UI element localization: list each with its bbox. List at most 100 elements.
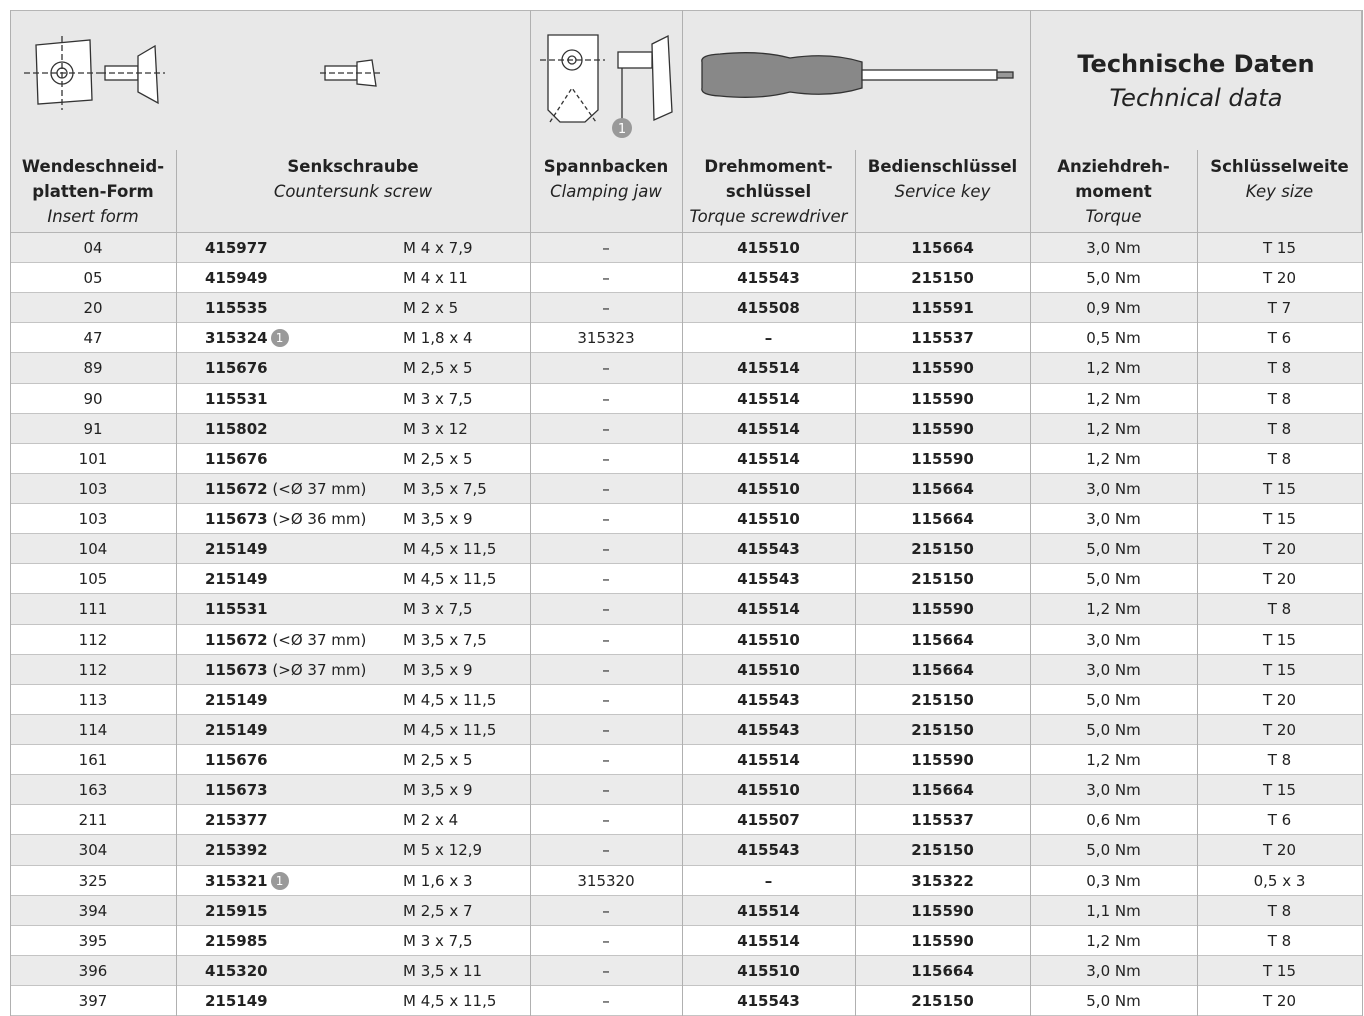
- header-icons: 1: [24, 34, 1014, 138]
- screw-number: 215149: [205, 690, 268, 709]
- row-background: [10, 263, 1362, 294]
- column-subtitle: Torque screwdriver: [689, 207, 848, 226]
- screw-cell: 215377: [205, 805, 268, 835]
- jaw-cell: –: [602, 479, 610, 498]
- jaw-cell: –: [602, 811, 610, 830]
- column-title: Wendeschneid-: [21, 157, 165, 176]
- size-cell: M 2 x 4: [403, 811, 459, 830]
- screw-number: 215377: [205, 811, 268, 830]
- form-cell: 161: [78, 751, 108, 770]
- column-divider: [176, 150, 177, 1016]
- driver-cell: 415510: [737, 660, 800, 679]
- key-cell: 215150: [911, 992, 974, 1010]
- footnote-marker: [612, 118, 632, 138]
- screw-number: 115802: [205, 419, 268, 438]
- size-cell: M 4,5 x 11,5: [403, 992, 497, 1010]
- size-cell: M 5 x 12,9: [403, 841, 483, 860]
- keysize-cell: T 8: [1267, 600, 1292, 619]
- screw-cell: 315321 1: [205, 866, 289, 896]
- row-background: [10, 805, 1362, 836]
- jaw-cell: –: [602, 419, 610, 438]
- jaw-cell: –: [602, 781, 610, 800]
- key-cell: 215150: [911, 269, 974, 288]
- size-cell: M 3,5 x 11: [403, 961, 483, 980]
- key-cell: 115590: [911, 359, 974, 378]
- torque-cell: 5,0 Nm: [1086, 690, 1141, 709]
- screw-number: 215149: [205, 540, 268, 559]
- form-cell: 397: [78, 992, 108, 1010]
- keysize-cell: T 8: [1267, 931, 1292, 950]
- torque-cell: 3,0 Nm: [1086, 239, 1141, 257]
- screw-number: 215149: [205, 570, 268, 589]
- jaw-cell: –: [602, 751, 610, 770]
- screw-number: 115673: [205, 510, 268, 529]
- keysize-cell: T 20: [1262, 841, 1297, 860]
- screw-number: 115531: [205, 600, 268, 619]
- form-cell: 111: [78, 600, 108, 619]
- size-cell: M 2,5 x 5: [403, 449, 473, 468]
- key-cell: 115590: [911, 751, 974, 770]
- driver-cell: 415514: [737, 901, 800, 920]
- driver-cell: 415514: [737, 600, 800, 619]
- screw-number: 415977: [205, 239, 268, 257]
- column-subtitle: Clamping jaw: [550, 182, 662, 201]
- keysize-cell: T 6: [1267, 811, 1292, 830]
- column-title: Senkschraube: [287, 157, 419, 176]
- torque-cell: 1,2 Nm: [1086, 751, 1141, 770]
- size-cell: M 3,5 x 7,5: [403, 479, 487, 498]
- screw-number: 115676: [205, 449, 268, 468]
- screw-cell: 215149: [205, 534, 268, 564]
- size-cell: M 2 x 5: [403, 299, 459, 318]
- jaw-cell: –: [602, 299, 610, 318]
- jaw-cell: –: [602, 660, 610, 679]
- jaw-cell: –: [602, 901, 610, 920]
- key-cell: 115537: [911, 811, 974, 830]
- screw-cell: 115531: [205, 384, 268, 414]
- screw-cell: 115673 (>Ø 36 mm): [205, 504, 366, 534]
- technical-data-title: Technische Daten: [1077, 50, 1315, 78]
- form-cell: 114: [78, 720, 108, 739]
- screw-number: 115672: [205, 630, 268, 649]
- row-background: [10, 684, 1362, 715]
- jaw-cell: 315320: [577, 871, 635, 890]
- key-cell: 115590: [911, 419, 974, 438]
- driver-cell: 415543: [737, 269, 800, 288]
- screw-cell: 115673 (>Ø 37 mm): [205, 655, 366, 685]
- column-title: Spannbacken: [543, 157, 669, 176]
- keysize-cell: T 8: [1267, 449, 1292, 468]
- keysize-cell: T 6: [1267, 329, 1292, 348]
- jaw-cell: –: [602, 389, 610, 408]
- keysize-cell: T 7: [1267, 299, 1292, 318]
- torque-cell: 1,2 Nm: [1086, 419, 1141, 438]
- driver-cell: 415510: [737, 961, 800, 980]
- screw-cell: 215915: [205, 896, 268, 926]
- key-cell: 115664: [911, 660, 974, 679]
- screw-number: 315324: [205, 329, 268, 348]
- jaw-cell: –: [602, 269, 610, 288]
- column-divider: [10, 10, 11, 1016]
- footnote-number: 1: [618, 122, 626, 137]
- form-cell: 20: [83, 299, 103, 318]
- jaw-cell: –: [602, 931, 610, 950]
- form-cell: 05: [83, 269, 103, 288]
- column-title: Bedienschlüssel: [867, 157, 1018, 176]
- torque-cell: 1,2 Nm: [1086, 449, 1141, 468]
- driver-cell: 415543: [737, 841, 800, 860]
- column-title: Drehmoment-: [704, 157, 833, 176]
- column-subtitle: Torque: [1085, 207, 1142, 226]
- size-cell: M 4 x 11: [403, 269, 468, 288]
- size-cell: M 4 x 7,9: [403, 239, 473, 257]
- size-cell: M 4,5 x 11,5: [403, 570, 497, 589]
- jaw-cell: –: [602, 961, 610, 980]
- screw-number: 215392: [205, 841, 268, 860]
- torque-cell: 0,3 Nm: [1086, 871, 1141, 890]
- form-cell: 112: [78, 630, 108, 649]
- torque-cell: 5,0 Nm: [1086, 570, 1141, 589]
- screw-cell: 215149: [205, 715, 268, 745]
- column-divider: [682, 10, 683, 1016]
- screw-number: 215149: [205, 992, 268, 1010]
- screw-cell: 115676: [205, 353, 268, 383]
- torque-cell: 1,2 Nm: [1086, 931, 1141, 950]
- torque-cell: 1,2 Nm: [1086, 600, 1141, 619]
